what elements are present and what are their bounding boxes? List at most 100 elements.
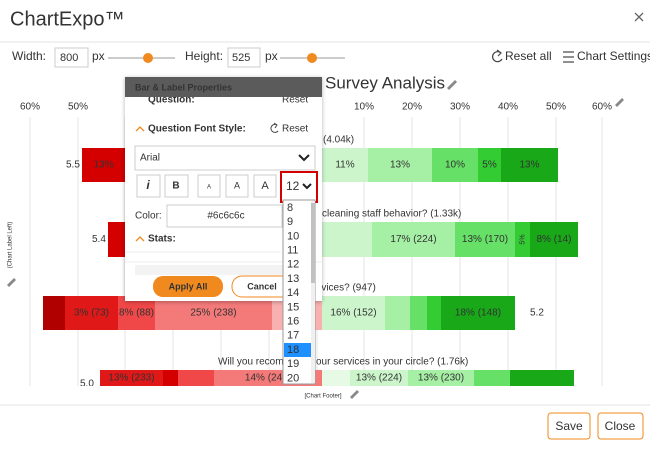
width-value: 800 [60, 52, 78, 64]
reset[interactable]: Reset [282, 95, 308, 106]
font-value: Arial [140, 153, 160, 164]
segment-label: 16% (152) [330, 308, 376, 319]
color-label: Color: [135, 211, 162, 222]
reset-all[interactable]: Reset all [505, 49, 552, 63]
apply-all-label: Apply All [169, 281, 208, 291]
question: rvices? (947) [318, 283, 376, 294]
height-value: 525 [232, 52, 250, 64]
dropdown-option[interactable]: 10 [287, 230, 299, 242]
reset-icon[interactable] [492, 49, 503, 63]
score: 5.0 [80, 379, 94, 390]
dropdown-option[interactable]: 16 [287, 316, 299, 328]
font-style-label: Question Font Style: [148, 124, 246, 135]
color-input[interactable] [166, 204, 283, 228]
segment-label: 25% (238) [190, 308, 236, 319]
scrollbar [311, 201, 315, 383]
chevron[interactable] [135, 126, 145, 132]
small-size-button[interactable] [197, 174, 221, 198]
close-label: Close [605, 419, 636, 433]
stats-label: Stats: [148, 234, 176, 245]
font-select[interactable] [134, 145, 316, 171]
segment-label: 8% (14) [536, 234, 571, 245]
dropdown-option[interactable]: 14 [287, 287, 299, 299]
bar-segment [178, 370, 214, 386]
edit-icon[interactable] [350, 390, 359, 399]
bar-segment [410, 296, 427, 330]
selected-option [284, 343, 311, 357]
bar-segment [455, 222, 515, 257]
height-input[interactable] [227, 47, 261, 68]
dropdown-option[interactable]: 9 [287, 216, 293, 228]
dropdown-option[interactable]: 8 [287, 202, 293, 214]
bar-segment [530, 222, 578, 257]
small-size-label: A [207, 185, 211, 191]
axis-label: 50% [546, 102, 566, 113]
save-button[interactable] [547, 412, 591, 440]
dropdown-option[interactable]: 19 [287, 358, 299, 370]
height-label: Height: [185, 49, 223, 63]
cancel-label: Cancel [247, 281, 277, 291]
axis-label: 10% [354, 102, 374, 113]
bar-segment [368, 148, 432, 182]
question-label: Question: [148, 95, 195, 106]
bold-button[interactable] [164, 174, 189, 198]
close-button[interactable] [597, 412, 644, 440]
width-unit: px [92, 49, 105, 63]
italic-label: i [146, 178, 150, 192]
font-size-dropdown: 8 9 10 11 12 13 14 15 16 17 18 19 20 [282, 199, 316, 385]
dropdown-option[interactable]: 12 [287, 259, 299, 271]
dropdown-option[interactable]: 11 [287, 245, 298, 257]
dropdown-option[interactable]: 17 [287, 330, 299, 342]
bar-segment [501, 148, 558, 182]
reset[interactable]: Reset [282, 124, 308, 135]
bar-segment [155, 296, 272, 330]
chart-label-left: (Chart Label Left) [8, 222, 14, 269]
bar-segment [441, 296, 515, 330]
scrollbar-thumb[interactable] [311, 203, 315, 283]
bar-segment [322, 370, 350, 386]
apply-all-button[interactable] [153, 276, 223, 297]
bar-segment [385, 296, 410, 330]
chevron [298, 154, 310, 162]
edit-icon[interactable] [447, 80, 457, 90]
axis-label: 20% [402, 102, 422, 113]
width-input[interactable] [54, 47, 89, 68]
settings-icon[interactable] [563, 51, 574, 63]
dropdown-option[interactable]: 18 [287, 344, 299, 356]
segment-label: 3% (73) [74, 308, 109, 319]
properties-panel: Question: Reset Bar & Label Properties Q… [125, 77, 322, 301]
panel-header [125, 77, 322, 97]
bar-segment [474, 370, 510, 386]
dropdown-option[interactable]: 15 [287, 301, 299, 313]
bar-segment [65, 296, 118, 330]
italic-button[interactable] [136, 174, 161, 198]
bar-segment [515, 222, 530, 257]
bar-segment [82, 148, 125, 182]
segment-label: 5% [482, 160, 497, 171]
bar-segment [100, 370, 163, 386]
segment-label: 14% (249) [245, 373, 291, 384]
chart-settings[interactable]: Chart Settings [577, 49, 650, 63]
reset-icon[interactable] [270, 122, 279, 133]
font-size-value: 12 [286, 179, 300, 193]
edit-icon[interactable] [615, 98, 624, 107]
dropdown-option[interactable]: 20 [287, 372, 299, 384]
large-size-button[interactable] [253, 174, 277, 198]
bar-segment [427, 296, 441, 330]
height-slider-knob[interactable] [307, 53, 317, 63]
dropdown-option[interactable]: 13 [287, 273, 299, 285]
axis-label: 30% [450, 102, 470, 113]
score: 5.5 [66, 160, 80, 171]
height-unit: px [265, 49, 278, 63]
bar-segment [118, 296, 155, 330]
bar-segment [322, 296, 385, 330]
chevron[interactable] [135, 236, 145, 242]
segment-label: 13% [93, 160, 113, 171]
edit-icon[interactable] [7, 278, 16, 287]
medium-size-button[interactable] [225, 174, 249, 198]
bar-segment [408, 370, 474, 386]
close-icon[interactable] [634, 12, 644, 22]
axis-label: 50% [68, 102, 88, 113]
width-slider-knob[interactable] [143, 53, 153, 63]
